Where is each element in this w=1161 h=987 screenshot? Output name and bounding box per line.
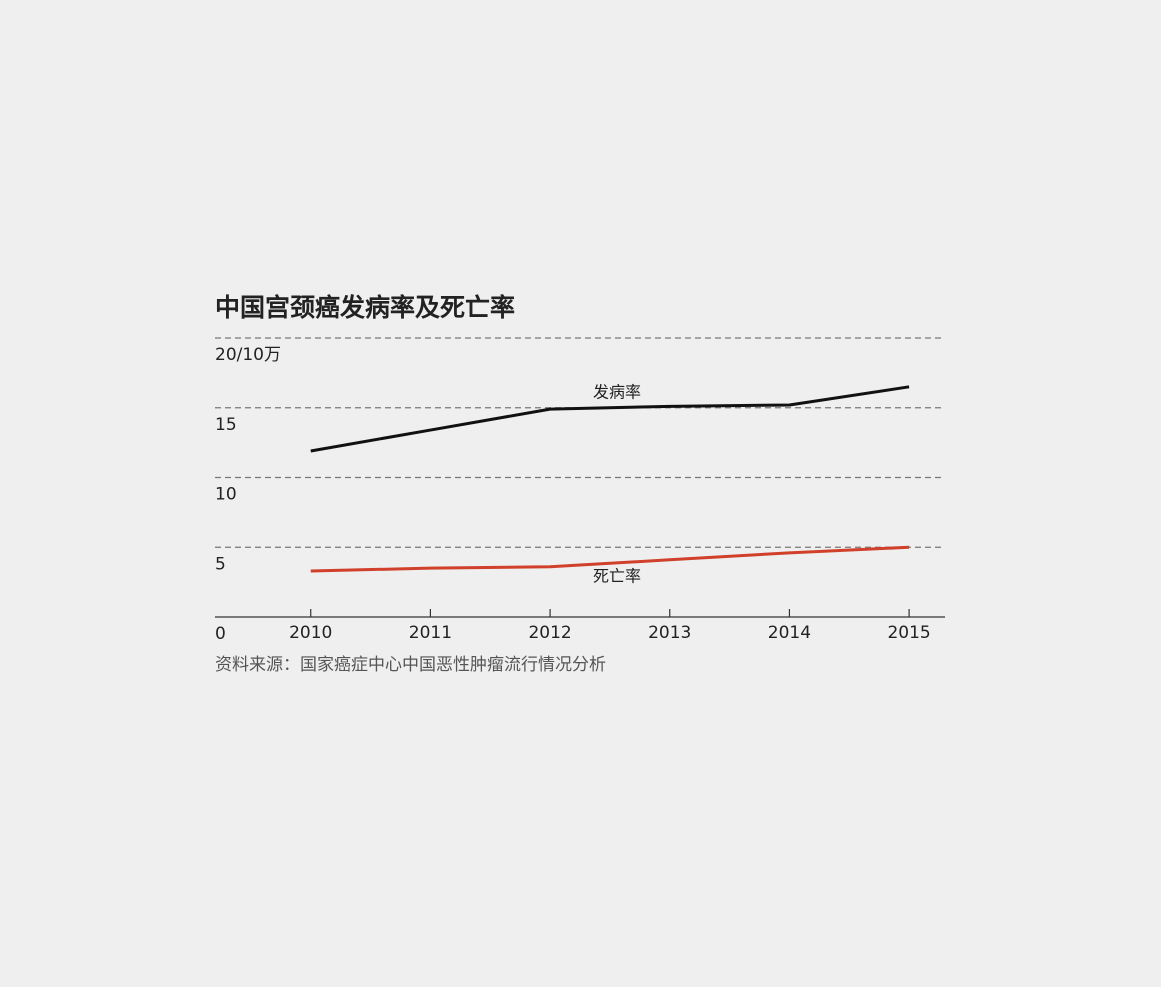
series-label: 发病率 — [593, 383, 641, 402]
x-tick-label: 2013 — [648, 623, 691, 643]
x-tick-label: 2011 — [409, 623, 452, 643]
x-tick-label: 2010 — [289, 623, 332, 643]
x-tick-label: 2015 — [887, 623, 930, 643]
series-label: 死亡率 — [593, 567, 641, 586]
y-tick-label: 0 — [215, 624, 226, 644]
y-tick-label: 5 — [215, 554, 226, 574]
y-tick-label: 15 — [215, 415, 237, 435]
x-tick-label: 2014 — [768, 623, 811, 643]
y-tick-label: 10 — [215, 485, 237, 505]
chart-title: 中国宫颈癌发病率及死亡率 — [215, 293, 515, 322]
series-line — [310, 545, 910, 573]
source-note: 资料来源：国家癌症中心中国恶性肿瘤流行情况分析 — [215, 655, 606, 675]
y-tick-label: 20/10万 — [215, 345, 281, 365]
x-tick-label: 2012 — [528, 623, 571, 643]
series-line — [310, 385, 910, 453]
